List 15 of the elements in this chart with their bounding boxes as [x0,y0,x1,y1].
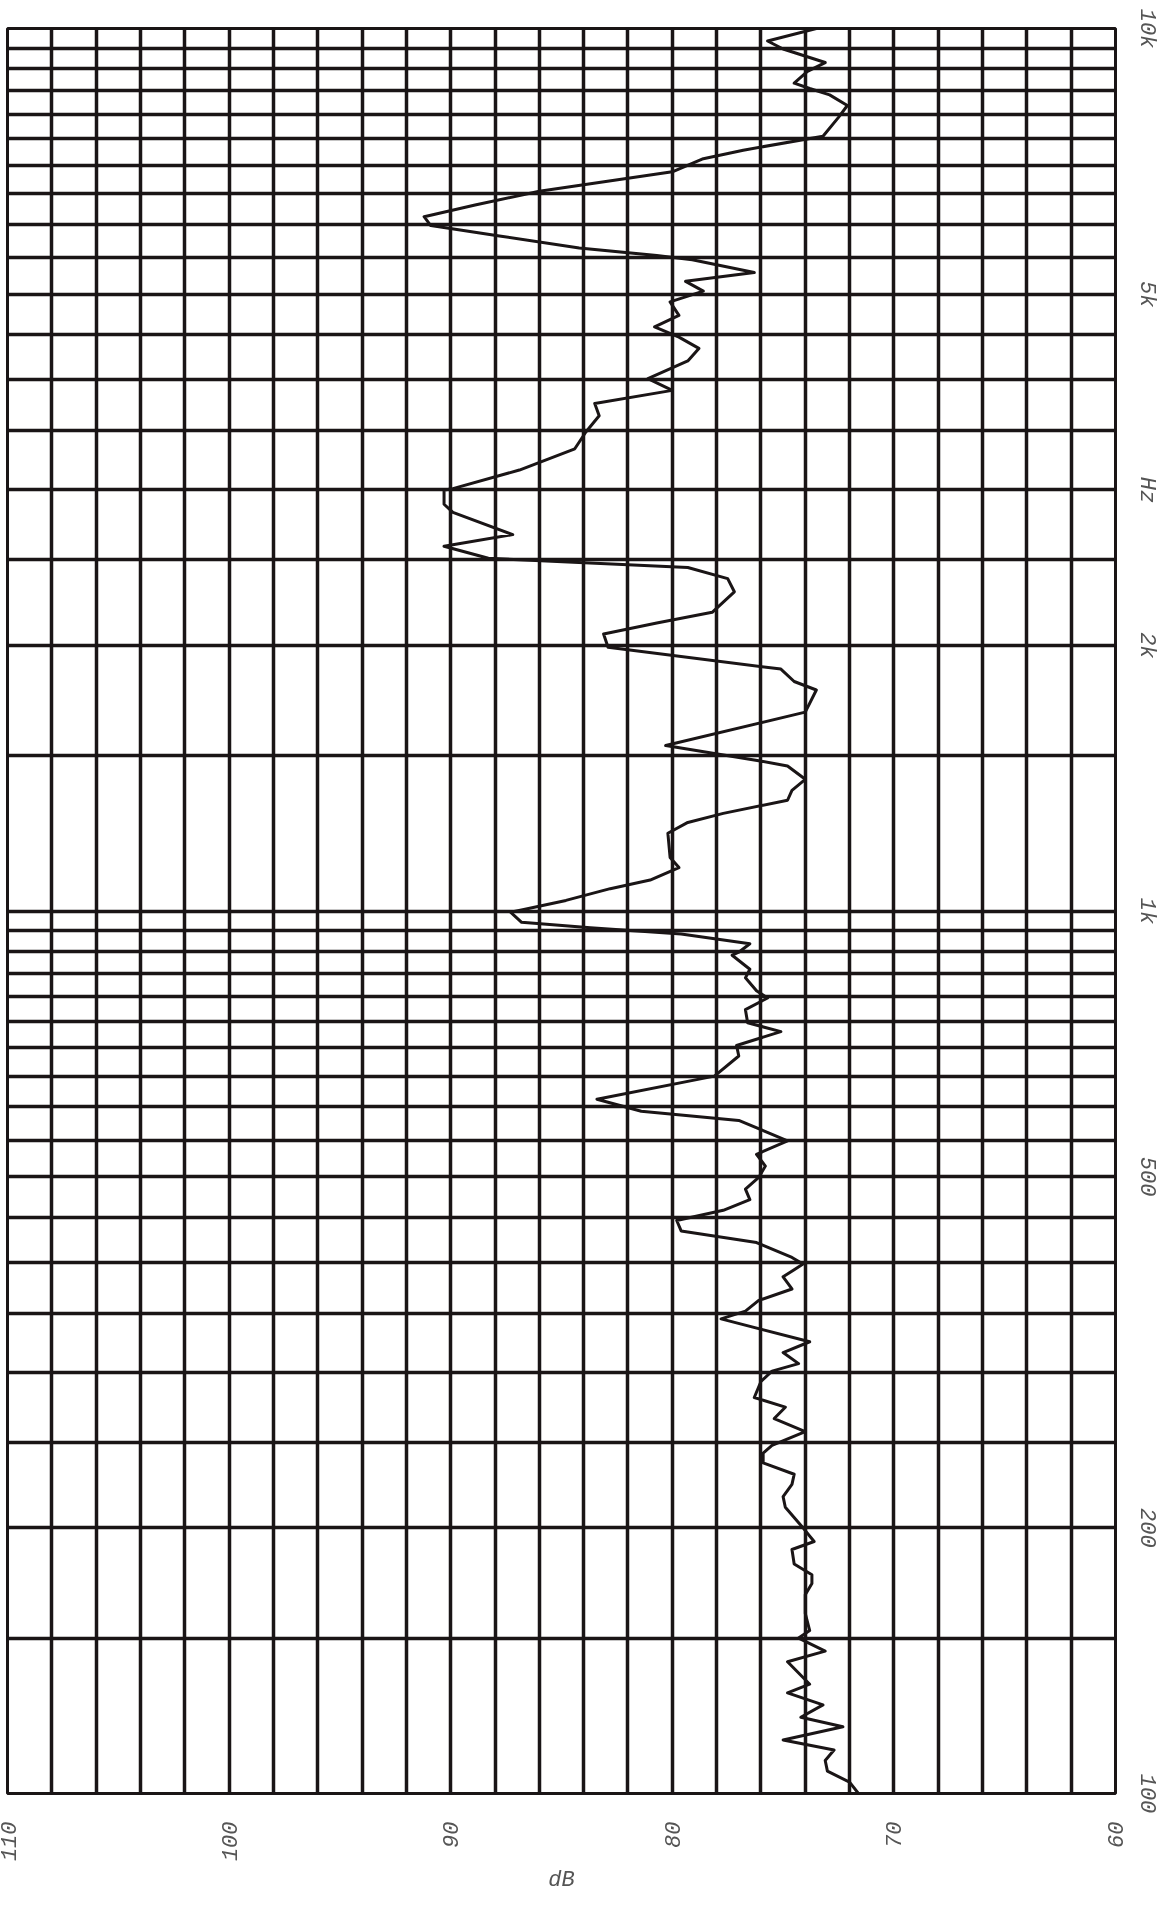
x-tick-label: 100 [218,1821,244,1862]
x-tick-label: 90 [440,1821,466,1848]
y-tick-label: 2k [1133,632,1159,659]
y-tick-label: 500 [1133,1156,1159,1197]
y-tick-label: Hz [1133,476,1159,504]
y-tick-label: 1k [1133,897,1159,925]
x-tick-label: 60 [1105,1821,1130,1848]
y-tick-label: 100 [1133,1773,1159,1814]
x-axis-title: dB [548,1868,575,1894]
y-tick-label: 10k [1133,8,1159,49]
y-tick-label: 200 [1133,1508,1159,1548]
x-tick-label: 80 [661,1821,687,1848]
x-tick-label: 70 [883,1821,909,1848]
x-tick-label: 110 [0,1821,23,1862]
y-tick-label: 5k [1133,280,1159,308]
